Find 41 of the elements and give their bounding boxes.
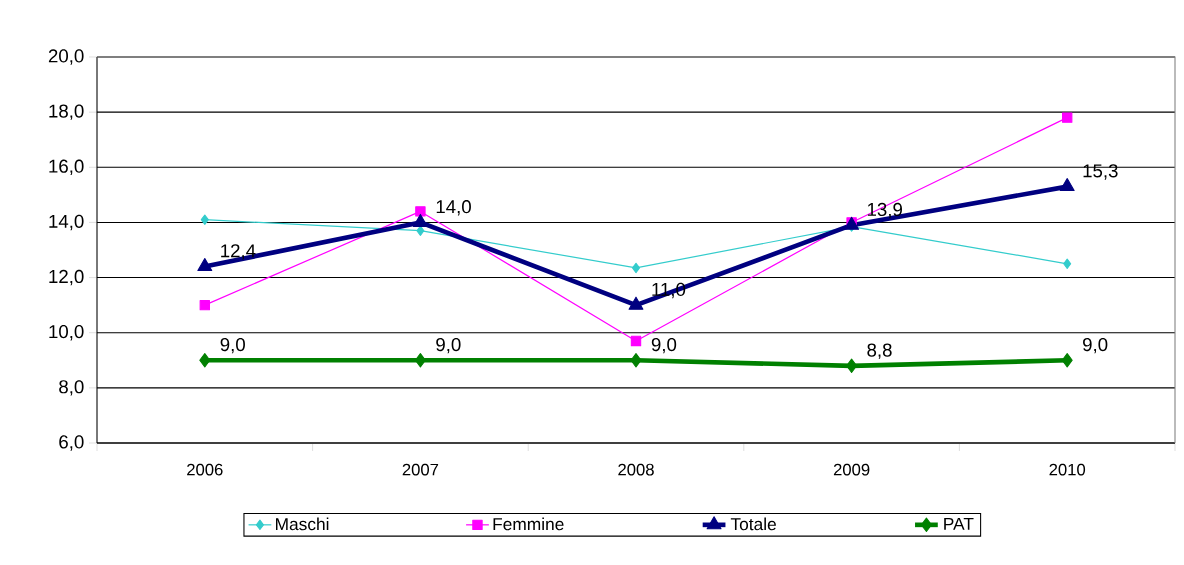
data-label: 9,0	[1083, 337, 1108, 354]
point	[630, 353, 642, 368]
point	[412, 213, 428, 227]
point	[414, 353, 426, 368]
data-label: 9,0	[436, 337, 461, 354]
y-tick-label: 8,0	[59, 380, 84, 396]
data-label: 9,0	[651, 337, 677, 354]
data-label: 12,4	[221, 244, 256, 260]
y-tick-label: 12,0	[49, 269, 84, 286]
point	[199, 353, 211, 368]
y-tick-label: 20,0	[48, 49, 84, 65]
y-tick-label: 18,0	[49, 104, 84, 120]
data-label: 8,8	[867, 343, 892, 359]
data-label: 15,3	[1083, 164, 1118, 180]
x-tick-label: 2007	[402, 463, 439, 476]
x-tick-label: 2006	[187, 463, 223, 476]
point	[1063, 258, 1072, 269]
x-tick-label: 2010	[1049, 463, 1086, 476]
x-tick-label: 2008	[618, 463, 654, 476]
point	[628, 296, 644, 310]
data-label: 9,0	[220, 337, 245, 354]
y-tick-label: 14,0	[49, 214, 84, 231]
legend-label: Maschi	[276, 517, 329, 531]
data-label: 14,0	[436, 200, 471, 216]
y-tick-label: 6,0	[59, 435, 84, 451]
point	[197, 258, 213, 272]
point	[415, 206, 426, 217]
point	[1059, 178, 1075, 192]
point	[1061, 353, 1073, 368]
x-tick-label: 2009	[833, 463, 870, 476]
point	[199, 299, 211, 311]
point	[1062, 112, 1073, 123]
legend-label: Totale	[730, 517, 776, 531]
legend-label: Femmine	[493, 517, 564, 531]
legend-label: PAT	[944, 517, 974, 530]
point	[630, 335, 642, 347]
y-tick-label: 10,0	[49, 324, 84, 341]
y-tick-label: 16,0	[49, 159, 84, 175]
point	[846, 358, 858, 374]
point	[200, 214, 209, 225]
point	[631, 262, 641, 274]
